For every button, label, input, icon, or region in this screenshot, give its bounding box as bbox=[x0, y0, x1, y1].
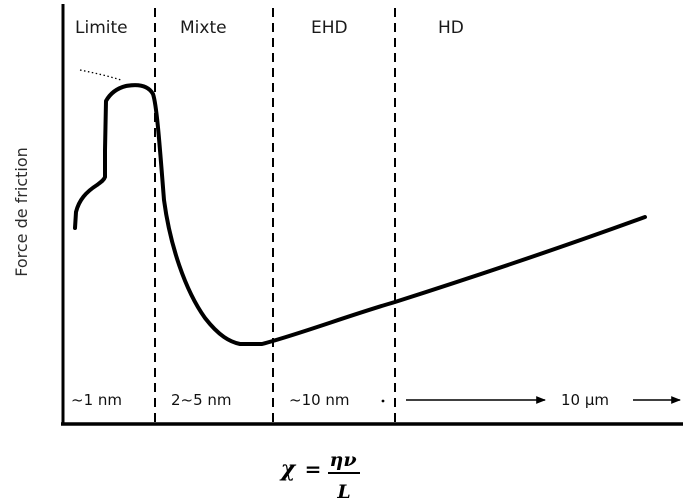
regime-label-ehd: EHD bbox=[311, 18, 348, 38]
curve-dotted-start bbox=[79, 69, 122, 81]
scale-label-ehd: ~10 nm bbox=[289, 391, 350, 409]
scale-dot bbox=[381, 399, 385, 403]
regime-label-mixte: Mixte bbox=[180, 18, 227, 38]
regime-label-hd: HD bbox=[438, 18, 464, 38]
formula-equals: = bbox=[305, 457, 322, 481]
axes bbox=[61, 4, 683, 426]
regime-labels: Limite Mixte EHD HD bbox=[75, 18, 464, 38]
scale-row: ~1 nm 2~5 nm ~10 nm 10 µm bbox=[71, 391, 681, 409]
regime-label-limite: Limite bbox=[75, 18, 128, 38]
scale-label-limite: ~1 nm bbox=[71, 391, 122, 409]
scale-label-mixte: 2~5 nm bbox=[171, 391, 232, 409]
x-axis-formula: χ = ην L bbox=[279, 449, 360, 503]
curve-boundary-segment bbox=[73, 83, 647, 346]
y-axis-label: Force de friction bbox=[12, 147, 31, 277]
friction-curve bbox=[73, 69, 647, 346]
formula-symbol: χ bbox=[279, 456, 297, 482]
formula-numerator: ην bbox=[330, 449, 357, 471]
formula-denominator: L bbox=[336, 481, 350, 503]
regime-boundaries bbox=[154, 8, 396, 424]
scale-label-hd: 10 µm bbox=[561, 391, 609, 409]
